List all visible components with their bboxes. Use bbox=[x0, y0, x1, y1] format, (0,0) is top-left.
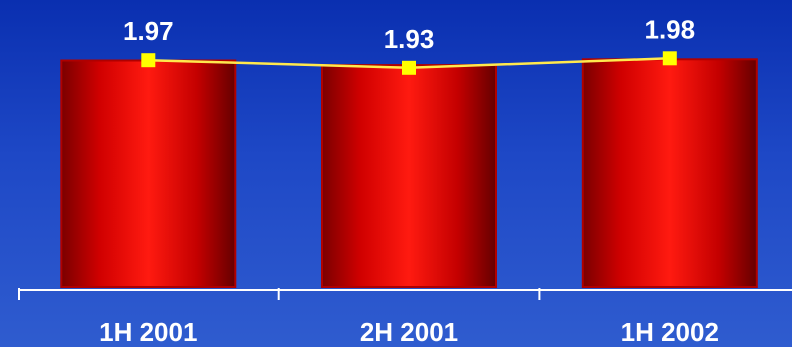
overlay-line-group bbox=[141, 51, 677, 75]
category-labels-group: 1H 2001 2H 2001 1H 2002 bbox=[99, 317, 719, 347]
line-marker-1 bbox=[141, 53, 156, 68]
data-labels-group: 1.97 1.93 1.98 bbox=[123, 14, 695, 54]
line-marker-3 bbox=[662, 51, 677, 66]
line-marker-2 bbox=[402, 60, 416, 75]
bar-1 bbox=[60, 59, 237, 288]
bar-3 bbox=[581, 58, 758, 288]
bar-2 bbox=[321, 64, 497, 288]
bars-group bbox=[60, 58, 758, 288]
category-label-2: 2H 2001 bbox=[360, 317, 458, 347]
x-axis bbox=[18, 288, 792, 300]
category-label-1: 1H 2001 bbox=[99, 317, 197, 347]
data-label-1: 1.97 bbox=[123, 16, 174, 46]
data-label-3: 1.98 bbox=[644, 14, 695, 44]
category-label-3: 1H 2002 bbox=[621, 317, 719, 347]
data-label-2: 1.93 bbox=[384, 24, 435, 54]
